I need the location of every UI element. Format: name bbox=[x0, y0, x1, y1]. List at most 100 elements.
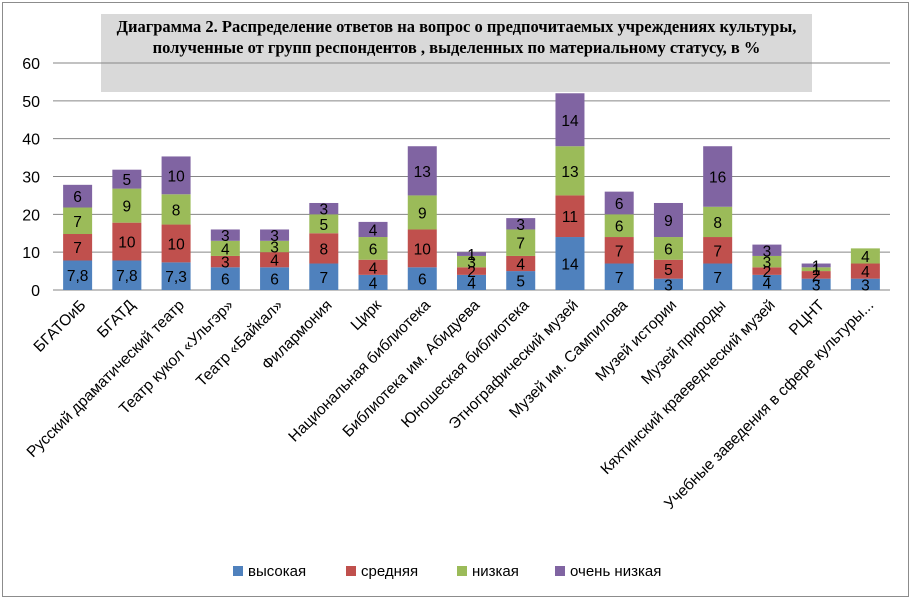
data-label: 2 bbox=[812, 268, 821, 285]
data-label: 3 bbox=[516, 217, 525, 234]
bar-segment bbox=[407, 267, 437, 290]
bar-segment bbox=[112, 188, 142, 223]
data-label: 7,8 bbox=[116, 268, 138, 285]
data-label: 3 bbox=[861, 277, 870, 294]
bar-segment bbox=[555, 237, 585, 290]
legend-label: низкая bbox=[472, 563, 519, 580]
data-label: 3 bbox=[319, 202, 328, 219]
data-label: 13 bbox=[414, 164, 431, 181]
bar-segment bbox=[260, 267, 290, 290]
x-category-label: Театр «Байкал» bbox=[193, 297, 286, 390]
bar-segment bbox=[260, 240, 290, 253]
data-label: 1 bbox=[812, 262, 821, 279]
bar-segment bbox=[752, 244, 782, 256]
bar-segment bbox=[309, 233, 339, 264]
bar-segment bbox=[506, 271, 536, 290]
data-label: 7 bbox=[615, 270, 624, 287]
data-label: 6 bbox=[73, 189, 82, 206]
data-label: 1 bbox=[467, 247, 476, 264]
legend-swatch bbox=[346, 566, 356, 576]
data-label: 8 bbox=[319, 241, 328, 258]
data-label: 7 bbox=[73, 214, 82, 231]
bar-segment bbox=[752, 267, 782, 275]
data-label: 7 bbox=[319, 270, 328, 287]
data-label: 6 bbox=[615, 196, 624, 213]
bar-segment bbox=[801, 267, 831, 272]
bar-segment bbox=[752, 255, 782, 268]
bar-segment bbox=[604, 214, 634, 238]
bar-segment bbox=[653, 259, 683, 279]
bar-segment bbox=[309, 263, 339, 290]
data-label: 2 bbox=[467, 264, 476, 281]
data-label: 4 bbox=[221, 241, 230, 258]
bar-segment bbox=[703, 263, 733, 290]
data-label: 10 bbox=[167, 168, 185, 185]
data-label: 13 bbox=[561, 164, 578, 181]
data-label: 4 bbox=[467, 275, 476, 292]
bar-segment bbox=[358, 237, 388, 260]
bar-segment bbox=[407, 146, 437, 196]
bar-segment bbox=[506, 229, 536, 256]
bar-segment bbox=[801, 271, 831, 279]
bar-segment bbox=[210, 267, 240, 290]
data-label: 3 bbox=[664, 277, 673, 294]
data-label: 4 bbox=[270, 253, 279, 270]
data-label: 5 bbox=[123, 172, 132, 189]
data-label: 6 bbox=[270, 272, 279, 289]
data-label: 6 bbox=[418, 272, 427, 289]
bar-segment bbox=[210, 255, 240, 268]
data-label: 7,3 bbox=[165, 269, 187, 286]
legend-swatch bbox=[555, 566, 565, 576]
bars bbox=[63, 93, 880, 290]
data-labels: 7,87767,810957,3108106343643378534464610… bbox=[67, 113, 870, 295]
bar-segment bbox=[506, 218, 536, 230]
x-category-label: Цирк bbox=[348, 297, 385, 334]
data-label: 16 bbox=[709, 170, 726, 187]
data-label: 4 bbox=[861, 264, 870, 281]
bar-segment bbox=[604, 263, 634, 290]
data-label: 14 bbox=[561, 257, 579, 274]
bar-segment bbox=[112, 169, 142, 189]
bar-segment bbox=[358, 259, 388, 275]
y-tick-label: 60 bbox=[22, 56, 40, 73]
bar-segment bbox=[112, 260, 142, 290]
data-label: 9 bbox=[664, 213, 673, 230]
legend-swatch bbox=[233, 566, 243, 576]
data-label: 4 bbox=[369, 222, 378, 239]
bar-segment bbox=[457, 255, 486, 268]
y-axis-ticks: 0 10 20 30 40 50 60 bbox=[22, 56, 40, 300]
data-label: 4 bbox=[369, 275, 378, 292]
data-label: 3 bbox=[763, 255, 772, 272]
data-label: 7 bbox=[615, 243, 624, 260]
data-label: 10 bbox=[414, 241, 432, 258]
data-label: 8 bbox=[172, 202, 181, 219]
data-label: 6 bbox=[615, 219, 624, 236]
bar-segment bbox=[457, 267, 486, 275]
data-label: 8 bbox=[713, 215, 722, 232]
bar-segment bbox=[260, 252, 290, 268]
data-label: 7 bbox=[516, 236, 525, 253]
bar-segment bbox=[63, 207, 93, 235]
bar-segment bbox=[703, 146, 733, 207]
bar-segment bbox=[161, 194, 191, 225]
data-label: 7 bbox=[73, 240, 82, 257]
bar-segment bbox=[63, 234, 93, 261]
bar-segment bbox=[506, 255, 536, 272]
bar-segment bbox=[604, 191, 634, 215]
data-label: 4 bbox=[369, 260, 378, 277]
legend-label: очень низкая bbox=[570, 563, 661, 580]
y-tick-label: 20 bbox=[22, 207, 40, 224]
legend-swatch bbox=[457, 566, 467, 576]
data-label: 3 bbox=[467, 255, 476, 272]
data-label: 3 bbox=[270, 228, 279, 245]
bar-segment bbox=[850, 263, 880, 279]
bar-segment bbox=[653, 237, 683, 260]
data-label: 7 bbox=[713, 270, 722, 287]
bar-segment bbox=[457, 252, 486, 256]
y-tick-label: 50 bbox=[22, 94, 40, 111]
data-label: 6 bbox=[664, 241, 673, 258]
data-label: 3 bbox=[812, 277, 821, 294]
data-label: 5 bbox=[319, 217, 328, 234]
